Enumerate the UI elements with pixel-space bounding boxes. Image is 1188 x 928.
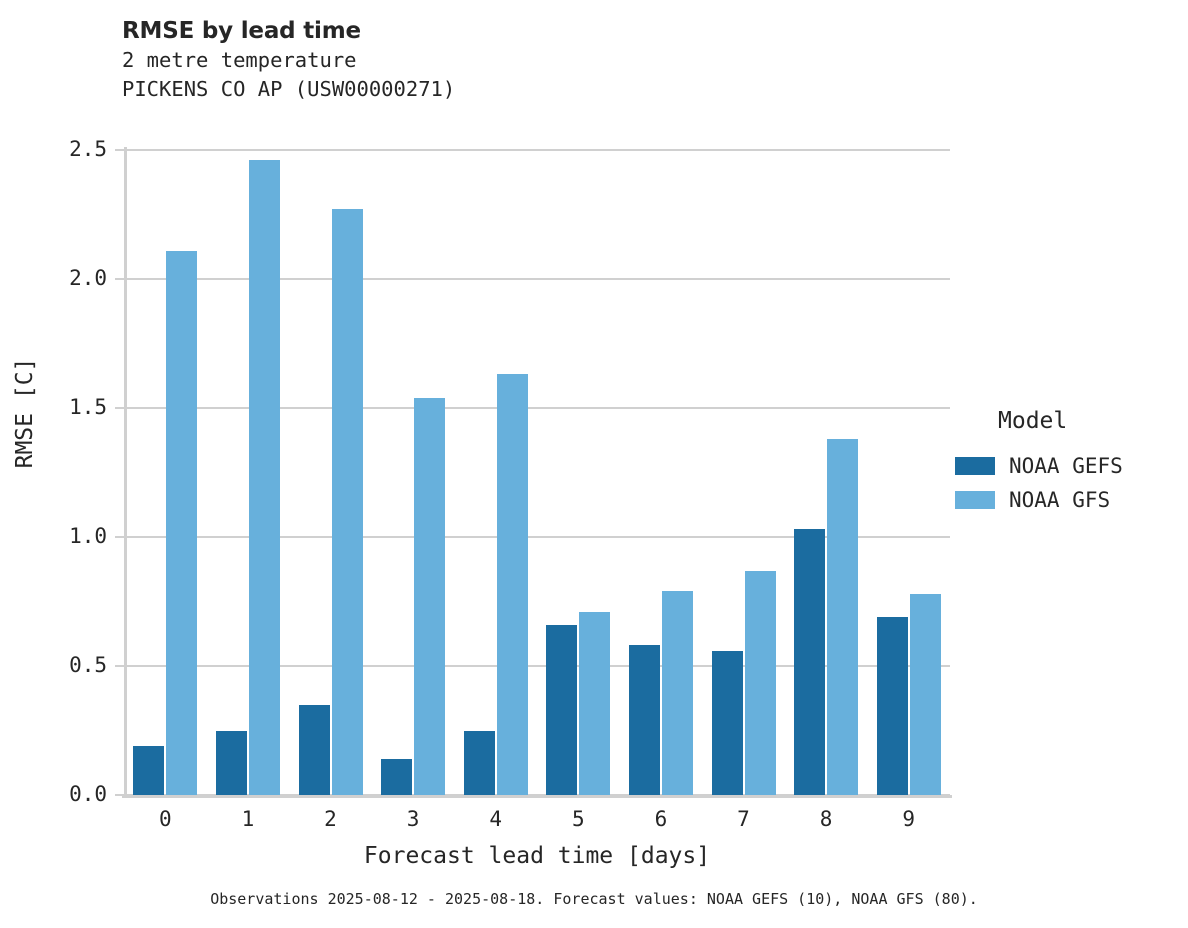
bar [496,374,528,795]
y-tick-label: 2.0 [69,266,107,290]
bar [215,730,247,795]
y-tick-mark [115,536,124,538]
chart-subtitle-variable: 2 metre temperature [122,48,357,72]
bar [909,593,941,795]
chart-caption: Observations 2025-08-12 - 2025-08-18. Fo… [210,890,978,908]
bar [794,529,826,795]
page-title: RMSE by lead time [122,18,361,44]
x-axis-title: Forecast lead time [days] [363,843,711,869]
bar [827,438,859,795]
x-tick-label: 2 [324,807,337,831]
x-tick-label: 7 [737,807,750,831]
chart-subtitle-station: PICKENS CO AP (USW00000271) [122,77,456,101]
x-axis-line [122,795,952,798]
bar [331,209,363,795]
gridline [124,665,950,667]
y-tick-label: 0.5 [69,653,107,677]
bar [298,704,330,795]
legend-item[interactable]: NOAA GEFS [955,449,1185,483]
bar [661,591,693,795]
bar [381,758,413,795]
title-block: RMSE by lead time 2 metre temperature PI… [122,16,942,104]
x-tick-label: 8 [819,807,833,831]
bar [876,616,908,795]
bar [414,397,446,795]
y-axis-title: RMSE [C] [12,357,38,469]
x-tick-label: 4 [489,807,503,831]
bar [166,250,198,795]
bar [133,745,165,795]
x-tick-label: 9 [902,807,916,831]
legend-item-label: NOAA GFS [1009,488,1111,512]
y-tick-label: 0.0 [69,782,107,806]
y-tick-mark [115,407,124,409]
bar [579,611,611,795]
legend-item-label: NOAA GEFS [1009,454,1123,478]
y-axis-line [124,147,127,798]
legend: Model NOAA GEFS NOAA GFS [955,408,1185,517]
gridline [124,407,950,409]
x-tick-label: 0 [158,807,172,831]
legend-item[interactable]: NOAA GFS [955,483,1185,517]
bar [248,160,280,795]
y-tick-mark [115,149,124,151]
x-tick-label: 6 [654,807,668,831]
bar [463,730,495,795]
x-tick-label: 5 [571,807,585,831]
legend-swatch-icon [955,457,995,475]
gridline [124,149,950,151]
y-tick-label: 1.0 [69,524,107,548]
bar [711,650,743,795]
y-tick-mark [115,794,124,796]
bar [628,645,660,795]
bar [744,570,776,795]
gridline [124,536,950,538]
legend-title: Model [998,408,1068,434]
legend-swatch-icon [955,491,995,509]
x-tick-label: 3 [406,807,420,831]
legend-entries: NOAA GEFS NOAA GFS [955,449,1185,517]
y-tick-label: 2.5 [69,137,107,161]
x-tick-label: 1 [241,807,255,831]
gridline [124,794,950,796]
y-tick-mark [115,278,124,280]
plot-area [124,150,950,795]
bar [546,624,578,795]
y-tick-mark [115,665,124,667]
y-tick-label: 1.5 [69,395,107,419]
gridline [124,278,950,280]
